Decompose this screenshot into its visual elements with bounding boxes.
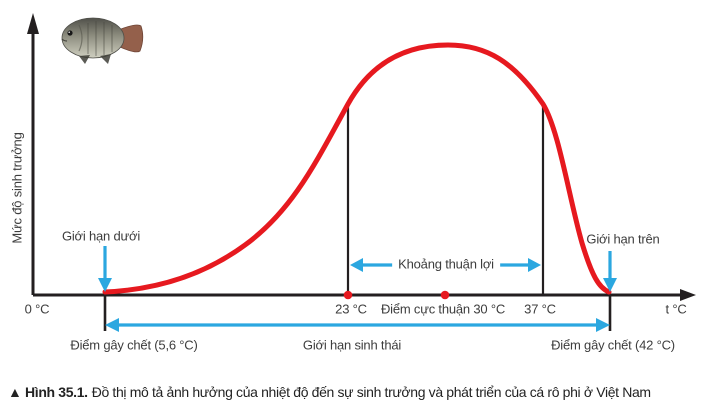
annotation-arrows — [98, 246, 617, 332]
upper-limit-label: Giới hạn trên — [586, 231, 660, 247]
tick-label-23c: 23 °C — [335, 301, 367, 317]
death-point-high-label: Điểm gây chết (42 °C) — [551, 337, 675, 353]
optimal-point-label: Điểm cực thuận 30 °C — [380, 301, 506, 317]
origin-label: 0 °C — [24, 301, 50, 317]
axes — [31, 26, 682, 297]
figure-number: ▲ Hình 35.1. — [8, 384, 88, 400]
chart-canvas — [27, 13, 696, 332]
figure-caption: ▲ Hình 35.1. Đồ thị mô tả ảnh hưởng của n… — [8, 384, 710, 400]
caption-text: Đồ thị mô tả ảnh hưởng của nhiệt độ đến … — [91, 384, 651, 400]
lower-limit-label: Giới hạn dưới — [61, 228, 141, 244]
upper-limit-arrow-icon — [603, 278, 617, 292]
marker-dot-30c — [440, 290, 450, 300]
chart-area: Mức độ sinh trưởng 0 °C Giới hạn dưới Gi… — [9, 13, 696, 353]
tick-label-37c: 37 °C — [524, 301, 556, 317]
death-point-low-label: Điểm gây chết (5,6 °C) — [70, 337, 198, 353]
x-axis-arrowhead — [680, 289, 696, 301]
favorable-range-label: Khoảng thuận lợi — [392, 256, 500, 272]
y-axis-arrowhead — [27, 13, 39, 34]
marker-dot-23c — [343, 290, 353, 300]
x-axis-label: t °C — [665, 301, 687, 317]
y-axis-label: Mức độ sinh trưởng — [9, 132, 25, 244]
growth-curve — [102, 42, 612, 295]
tilapia-fish-image — [61, 17, 144, 64]
ecological-range-label: Giới hạn sinh thái — [302, 337, 402, 353]
lower-limit-arrow-icon — [98, 278, 112, 292]
